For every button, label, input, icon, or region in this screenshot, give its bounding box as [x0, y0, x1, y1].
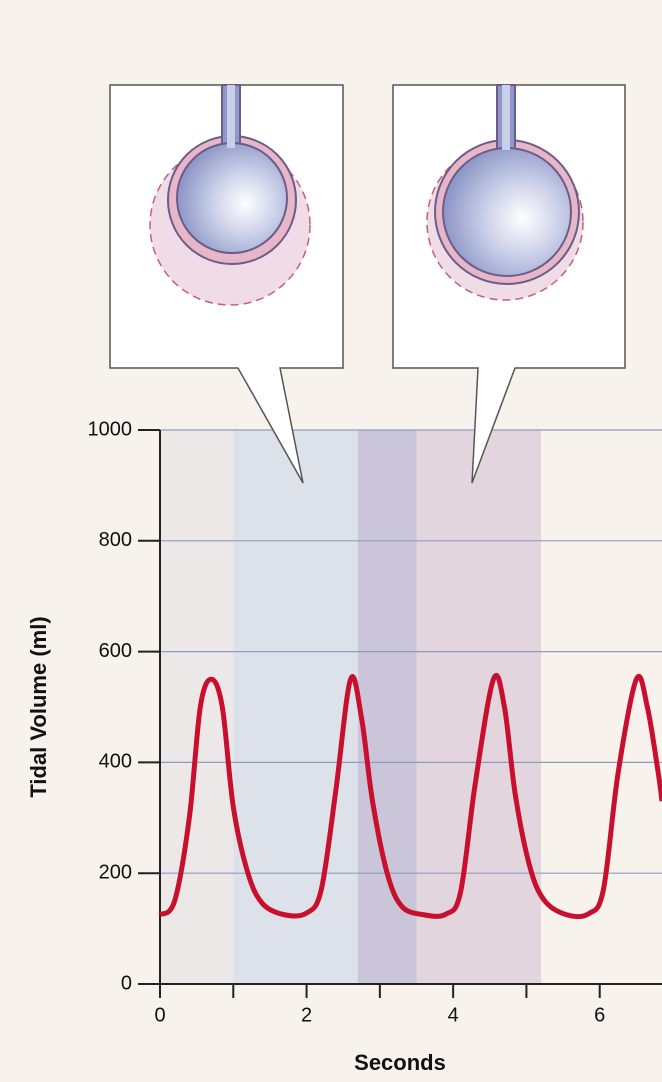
phase-band	[416, 430, 542, 984]
phase-band	[357, 430, 417, 984]
x-tick-label: 0	[154, 1004, 165, 1026]
y-tick-label: 600	[99, 640, 132, 662]
y-tick-label: 1000	[88, 418, 133, 440]
y-axis-label: Tidal Volume (ml)	[26, 616, 51, 797]
y-tick-label: 800	[99, 529, 132, 551]
callout-inflated	[392, 84, 626, 484]
y-tick-label: 200	[99, 861, 132, 883]
y-tick-label: 0	[121, 972, 132, 994]
x-tick-label: 2	[301, 1004, 312, 1026]
x-tick-label: 4	[448, 1004, 459, 1026]
plot-area: 0 200 400 600 800 1000 0 2 4 6	[88, 418, 662, 1026]
phase-band	[233, 430, 358, 984]
volume-line	[158, 672, 662, 920]
x-axis-label: Seconds	[354, 1050, 446, 1075]
callout-deflated	[109, 84, 344, 484]
x-tick-label: 6	[594, 1004, 605, 1026]
y-tick-label: 400	[99, 751, 132, 773]
